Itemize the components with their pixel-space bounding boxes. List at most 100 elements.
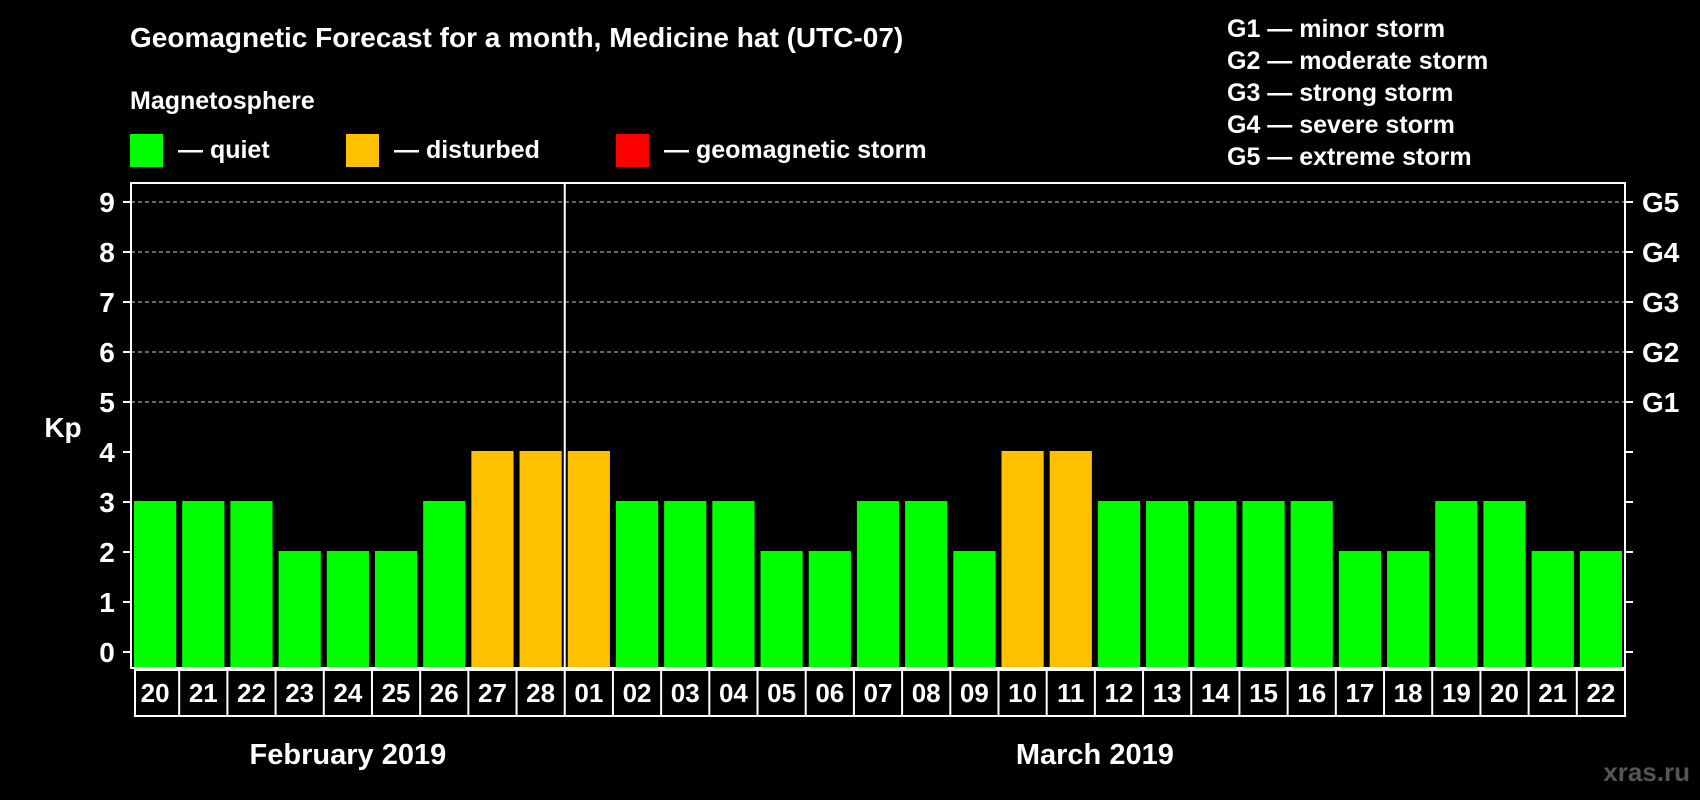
- bars: [134, 451, 1622, 668]
- x-tick-label: 21: [1538, 678, 1567, 708]
- bar: [1387, 551, 1430, 668]
- x-tick-label: 20: [141, 678, 170, 708]
- category-box-frame: [134, 669, 1626, 717]
- bar: [1290, 501, 1333, 668]
- bar: [374, 551, 418, 668]
- watermark: xras.ru: [1603, 757, 1690, 787]
- legend-label-0: — quiet: [178, 136, 270, 164]
- bar: [423, 501, 466, 668]
- bar: [1531, 551, 1574, 668]
- x-tick-label: 18: [1394, 678, 1423, 708]
- legend-swatch-1: [346, 134, 379, 167]
- x-tick-label: 03: [671, 678, 700, 708]
- legend-label-1: — disturbed: [394, 136, 540, 164]
- legend-swatch-2: [616, 134, 649, 167]
- right-tick-label: G2: [1642, 337, 1679, 368]
- x-tick-label: 24: [333, 678, 362, 708]
- legend-title: Magnetosphere: [130, 87, 315, 115]
- x-tick-label: 22: [237, 678, 266, 708]
- y-tick-label: 9: [99, 187, 115, 218]
- y-tick-label: 1: [99, 587, 115, 618]
- right-tick-label: G5: [1642, 187, 1679, 218]
- x-tick-label: 08: [912, 678, 941, 708]
- x-tick-label: 12: [1105, 678, 1134, 708]
- x-tick-label: 19: [1442, 678, 1471, 708]
- x-tick-label: 02: [623, 678, 652, 708]
- bar: [953, 551, 996, 668]
- legend-label-2: — geomagnetic storm: [664, 136, 927, 164]
- x-tick-label: 27: [478, 678, 507, 708]
- storm-scale-legend: G1 — minor storm G2 — moderate storm G3 — …: [1227, 15, 1488, 171]
- y-tick-label: 6: [99, 337, 115, 368]
- bar: [230, 501, 273, 668]
- y-tick-label: 3: [99, 487, 115, 518]
- bar: [134, 501, 177, 668]
- x-tick-label: 01: [574, 678, 603, 708]
- bar: [1579, 551, 1622, 668]
- bar: [1001, 451, 1044, 668]
- y-tick-label: 5: [99, 387, 115, 418]
- chart-title: Geomagnetic Forecast for a month, Medici…: [130, 22, 903, 53]
- bar: [326, 551, 369, 668]
- bar: [1483, 501, 1526, 668]
- x-tick-label: 26: [430, 678, 459, 708]
- y-tick-label: 7: [99, 287, 115, 318]
- right-axis-ticks: G1 G2 G3 G4 G5: [1625, 187, 1680, 653]
- grid-lines: [131, 201, 1625, 403]
- bar: [1097, 501, 1141, 668]
- month-label-0: February 2019: [250, 739, 447, 771]
- bar: [664, 501, 707, 668]
- right-tick-label: G3: [1642, 287, 1679, 318]
- x-tick-label: 21: [189, 678, 218, 708]
- bar: [808, 551, 851, 668]
- x-tick-label: 17: [1345, 678, 1374, 708]
- y-tick-label: 8: [99, 237, 115, 268]
- x-tick-label: 22: [1586, 678, 1615, 708]
- month-labels: February 2019 March 2019: [250, 739, 1174, 771]
- bar: [1194, 501, 1237, 668]
- bar: [182, 501, 225, 668]
- x-tick-label: 09: [960, 678, 989, 708]
- storm-scale-item-3: G4 — severe storm: [1227, 111, 1455, 139]
- bar: [760, 551, 803, 668]
- bar: [519, 451, 562, 668]
- x-tick-label: 06: [815, 678, 844, 708]
- x-tick-label: 20: [1490, 678, 1519, 708]
- right-tick-label: G1: [1642, 387, 1679, 418]
- bar: [615, 501, 659, 668]
- storm-scale-item-0: G1 — minor storm: [1227, 15, 1445, 43]
- y-tick-label: 0: [99, 637, 115, 668]
- bar: [905, 501, 948, 668]
- storm-scale-item-2: G3 — strong storm: [1227, 79, 1453, 107]
- y-axis-ticks: 0 1 2 3 4 5 6 7 8 9: [99, 187, 131, 668]
- bar: [1435, 501, 1478, 668]
- bar: [1242, 501, 1285, 668]
- storm-scale-item-4: G5 — extreme storm: [1227, 143, 1472, 171]
- bar: [1146, 501, 1189, 668]
- storm-scale-item-1: G2 — moderate storm: [1227, 47, 1488, 75]
- y-tick-label: 2: [99, 537, 115, 568]
- x-tick-label: 11: [1057, 678, 1085, 708]
- x-tick-label: 23: [285, 678, 314, 708]
- x-axis-categories: 20 21 22 23 24 25 26 27 28 01 02 03 04 05 06 07 08 09 10 11…: [134, 669, 1626, 717]
- right-tick-label: G4: [1642, 237, 1680, 268]
- x-tick-label: 05: [767, 678, 796, 708]
- legend-swatch-0: [130, 134, 163, 167]
- x-tick-label: 28: [526, 678, 555, 708]
- x-tick-label: 07: [864, 678, 893, 708]
- x-tick-label: 16: [1297, 678, 1326, 708]
- y-tick-label: 4: [99, 437, 115, 468]
- plot-frame: [130, 182, 1626, 669]
- x-tick-label: 25: [382, 678, 411, 708]
- axes: [130, 182, 1626, 669]
- x-tick-label: 13: [1153, 678, 1182, 708]
- x-tick-label: 10: [1008, 678, 1037, 708]
- bar: [1049, 451, 1092, 668]
- bar: [567, 451, 610, 668]
- x-tick-label: 14: [1201, 678, 1230, 708]
- bar: [1338, 551, 1382, 668]
- bar: [712, 501, 755, 668]
- x-tick-label: 04: [719, 678, 748, 708]
- x-tick-label: 15: [1249, 678, 1278, 708]
